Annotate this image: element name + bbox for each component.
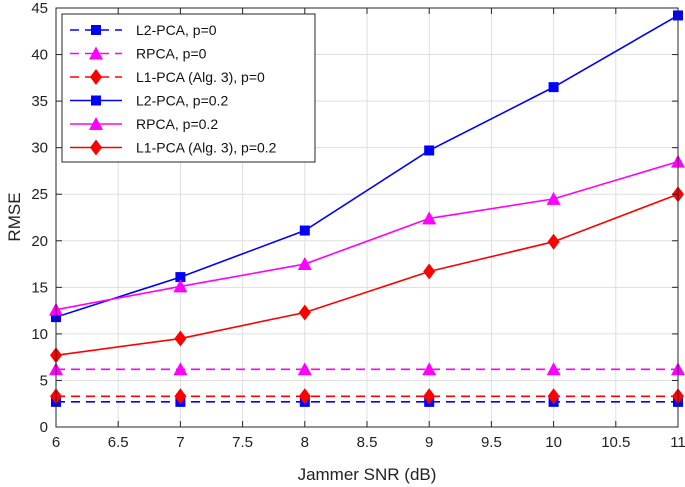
data-point-triangle-marker bbox=[173, 279, 188, 293]
data-point-diamond-marker bbox=[547, 388, 560, 405]
data-point-square-marker bbox=[548, 82, 559, 93]
x-tick-label: 9 bbox=[425, 434, 433, 451]
y-tick-label: 45 bbox=[31, 0, 48, 17]
series-3 bbox=[50, 388, 684, 405]
data-point-diamond-marker bbox=[547, 233, 560, 250]
y-tick-label: 40 bbox=[31, 47, 48, 64]
y-tick-label: 35 bbox=[31, 93, 48, 110]
legend-label: RPCA, p=0.2 bbox=[136, 116, 218, 132]
x-tick-label: 11 bbox=[670, 434, 685, 451]
legend-label: L2-PCA, p=0.2 bbox=[136, 93, 228, 109]
y-axis-label: RMSE bbox=[5, 192, 24, 241]
x-tick-label: 9.5 bbox=[481, 434, 502, 451]
data-point-diamond-marker bbox=[423, 388, 436, 405]
legend-item: L1-PCA (Alg. 3), p=0 bbox=[70, 69, 265, 85]
y-tick-label: 30 bbox=[31, 140, 48, 157]
legend-item: RPCA, p=0 bbox=[70, 46, 207, 62]
x-tick-label: 6 bbox=[52, 434, 60, 451]
legend-item: L2-PCA, p=0 bbox=[70, 22, 217, 38]
data-point-diamond-marker bbox=[298, 304, 311, 321]
legend-label: L1-PCA (Alg. 3), p=0.2 bbox=[136, 140, 277, 156]
legend-triangle-marker bbox=[89, 46, 103, 60]
legend-square-marker bbox=[91, 95, 101, 106]
x-tick-label: 8 bbox=[301, 434, 309, 451]
data-point-diamond-marker bbox=[174, 388, 187, 405]
legend-item: L2-PCA, p=0.2 bbox=[70, 93, 228, 109]
legend-item: RPCA, p=0.2 bbox=[70, 116, 218, 132]
series-5 bbox=[49, 154, 685, 316]
data-point-square-marker bbox=[299, 225, 310, 236]
series-line bbox=[55, 160, 679, 311]
data-point-square-marker bbox=[175, 272, 186, 283]
x-tick-label: 7 bbox=[176, 434, 184, 451]
legend-triangle-marker bbox=[89, 117, 103, 130]
y-tick-label: 5 bbox=[40, 372, 48, 389]
data-point-diamond-marker bbox=[174, 330, 187, 347]
y-tick-label: 20 bbox=[31, 233, 48, 250]
legend-diamond-marker bbox=[90, 139, 102, 156]
x-tick-label: 10 bbox=[545, 434, 562, 451]
data-point-diamond-marker bbox=[423, 263, 436, 280]
data-point-triangle-marker bbox=[297, 362, 312, 376]
y-tick-label: 0 bbox=[40, 419, 48, 436]
x-tick-label: 7.5 bbox=[232, 434, 253, 451]
series-line bbox=[55, 193, 679, 357]
series-6 bbox=[50, 186, 684, 364]
data-point-triangle-marker bbox=[546, 191, 561, 205]
data-point-triangle-marker bbox=[546, 362, 561, 376]
series-line bbox=[55, 14, 679, 318]
x-tick-label: 6.5 bbox=[108, 434, 129, 451]
axis-ticks: 6 6.5 7 7.5 8 8.5 9 9.5 10 10.5 11 0 5 10 15 20 25 30 35 40… bbox=[31, 0, 685, 451]
legend: L2-PCA, p=0 RPCA, p=0 L1-PCA (Alg. 3), p=0… bbox=[61, 13, 316, 163]
legend-box bbox=[61, 13, 316, 163]
data-point-square-marker bbox=[424, 145, 435, 156]
data-point-triangle-marker bbox=[297, 257, 312, 271]
legend-diamond-marker bbox=[90, 69, 102, 85]
x-axis-label: Jammer SNR (dB) bbox=[298, 465, 437, 484]
legend-square-marker bbox=[91, 25, 101, 35]
y-tick-label: 15 bbox=[31, 279, 48, 296]
y-tick-label: 25 bbox=[31, 186, 48, 203]
x-tick-label: 8.5 bbox=[357, 434, 378, 451]
data-point-diamond-marker bbox=[298, 388, 311, 405]
legend-item: L1-PCA (Alg. 3), p=0.2 bbox=[70, 139, 277, 156]
legend-label: RPCA, p=0 bbox=[136, 46, 207, 62]
data-point-triangle-marker bbox=[173, 362, 188, 376]
legend-label: L1-PCA (Alg. 3), p=0 bbox=[136, 69, 265, 85]
x-tick-label: 10.5 bbox=[601, 434, 630, 451]
y-tick-label: 10 bbox=[31, 326, 48, 343]
legend-label: L2-PCA, p=0 bbox=[136, 22, 217, 38]
data-point-triangle-marker bbox=[422, 211, 437, 225]
data-point-triangle-marker bbox=[422, 362, 437, 376]
